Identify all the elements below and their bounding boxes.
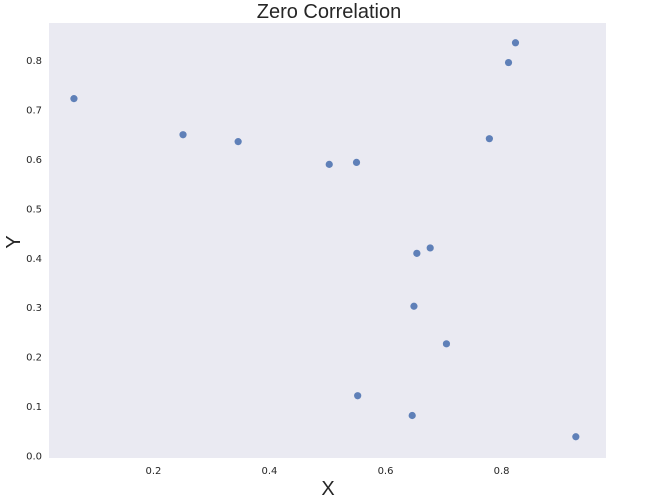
scatter-point — [572, 433, 580, 441]
y-tick-label: 0.8 — [26, 56, 42, 67]
y-tick-label: 0.2 — [26, 353, 42, 364]
data-points — [70, 39, 580, 441]
scatter-point — [352, 158, 361, 166]
x-tick-label: 0.6 — [378, 466, 394, 477]
y-tick-label: 0.4 — [26, 254, 42, 265]
x-tick-label: 0.4 — [262, 466, 278, 477]
scatter-point — [511, 39, 520, 47]
y-tick-label: 0.7 — [26, 106, 42, 117]
scatter-point — [179, 131, 187, 139]
scatter-point — [426, 244, 434, 252]
x-tick-label: 0.2 — [145, 466, 161, 477]
y-tick-label: 0.3 — [26, 303, 42, 314]
y-axis-label: Y — [3, 235, 25, 248]
x-tick-label: 0.8 — [494, 466, 510, 477]
scatter-point — [504, 58, 513, 67]
y-tick-label: 0.1 — [26, 402, 42, 413]
scatter-point — [413, 249, 421, 257]
scatter-point — [234, 138, 242, 146]
y-tick-label: 0.0 — [26, 452, 42, 463]
x-axis-label: X — [321, 478, 334, 498]
scatter-point — [354, 392, 362, 400]
x-axis-ticks: 0.2 0.4 0.6 0.8 — [145, 466, 509, 477]
chart-title: Zero Correlation — [257, 1, 402, 23]
y-axis-ticks: 0.0 0.1 0.2 0.3 0.4 0.5 0.6 0.7 0.8 — [26, 56, 42, 462]
y-tick-label: 0.6 — [26, 155, 42, 166]
scatter-point — [408, 411, 416, 420]
y-tick-label: 0.5 — [26, 204, 42, 215]
plot-area — [49, 23, 606, 458]
scatter-point — [70, 95, 78, 103]
scatter-point — [325, 160, 333, 168]
scatter-point — [485, 135, 493, 143]
scatter-point — [410, 302, 418, 310]
scatter-point — [442, 340, 451, 348]
